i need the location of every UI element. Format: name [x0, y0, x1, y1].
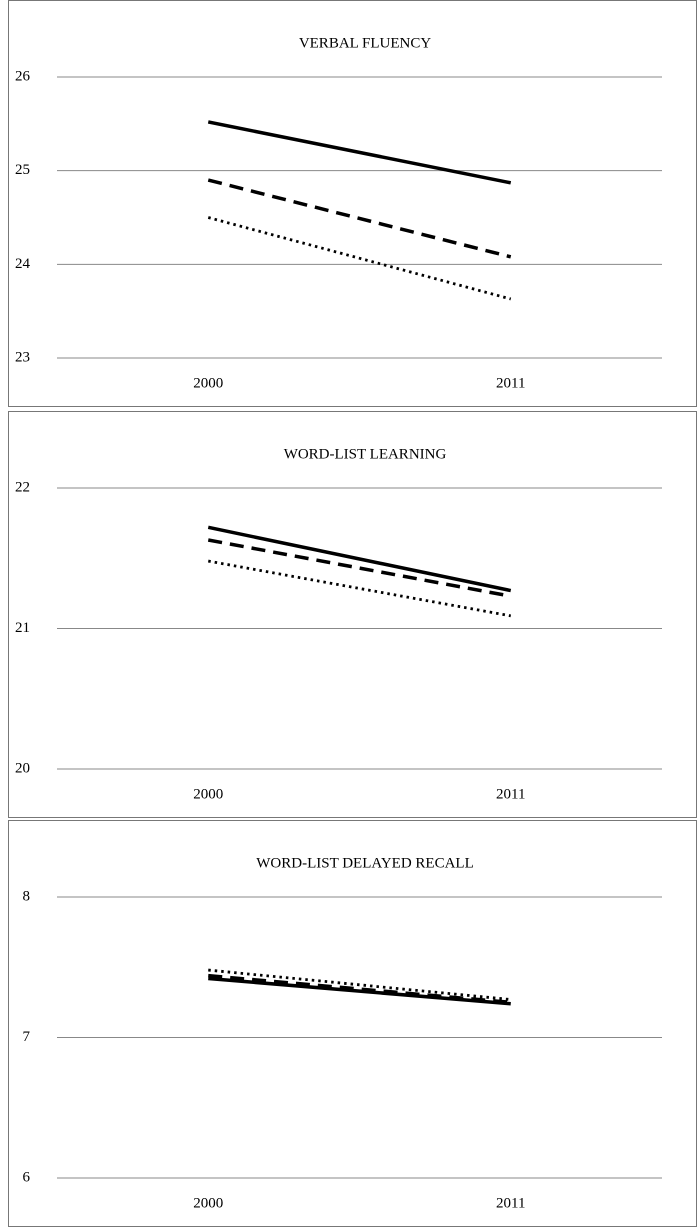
x-tick-label: 2011 [496, 786, 525, 802]
series-line [207, 525, 512, 593]
chart-panel: WORD-LIST DELAYED RECALL 6 7 8 2000 2011 [8, 820, 697, 1227]
y-tick-label: 21 [15, 620, 30, 636]
series-line [207, 120, 512, 185]
series-line [208, 973, 511, 1005]
y-tick-label: 26 [15, 68, 31, 84]
series-line [207, 538, 512, 598]
panel-frame [8, 411, 697, 818]
y-tick-label: 22 [15, 479, 30, 495]
x-tick-label: 2000 [193, 1195, 223, 1211]
chart-panel: WORD-LIST LEARNING 20 21 22 2000 2011 [8, 411, 697, 818]
chart-panel: VERBAL FLUENCY 23 24 25 26 2000 2011 [8, 0, 697, 407]
series-line [207, 178, 512, 259]
x-tick-label: 2000 [193, 375, 223, 391]
series-line [208, 968, 511, 1001]
panel-frame [8, 0, 697, 407]
chart-title: WORD-LIST LEARNING [284, 446, 447, 462]
x-tick-label: 2000 [193, 786, 223, 802]
x-tick-label: 2011 [496, 1195, 525, 1211]
chart-title: VERBAL FLUENCY [299, 35, 432, 51]
y-tick-label: 25 [15, 162, 30, 178]
chart-title: WORD-LIST DELAYED RECALL [256, 855, 474, 871]
y-tick-label: 24 [15, 256, 31, 272]
panel-frame [8, 820, 697, 1227]
y-tick-label: 7 [23, 1029, 31, 1045]
x-tick-label: 2011 [496, 375, 525, 391]
y-tick-label: 20 [15, 760, 30, 776]
y-tick-label: 8 [23, 888, 31, 904]
y-tick-label: 23 [15, 349, 30, 365]
series-line [207, 216, 512, 301]
y-tick-label: 6 [23, 1169, 31, 1185]
